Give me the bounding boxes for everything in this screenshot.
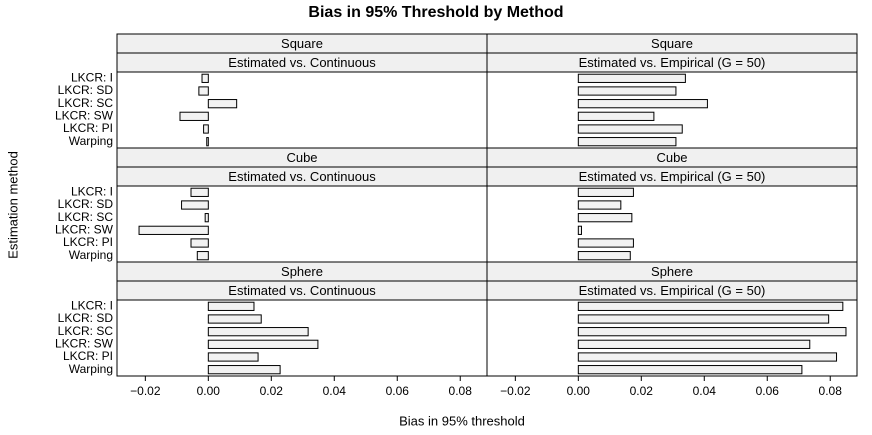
bar <box>577 314 830 324</box>
bar <box>190 238 209 248</box>
category-label: LKCR: SW <box>55 223 114 237</box>
strip-label: Sphere <box>281 264 323 279</box>
bar <box>577 225 582 235</box>
category-label: LKCR: SC <box>58 210 114 224</box>
bar <box>206 137 209 147</box>
x-tick-label: 0.04 <box>693 384 717 398</box>
bar <box>577 251 631 261</box>
bar <box>207 314 262 324</box>
category-label: Warping <box>69 134 113 148</box>
bar <box>577 73 686 83</box>
panel <box>116 299 488 377</box>
x-tick-label: −0.02 <box>500 384 531 398</box>
bar <box>577 327 847 337</box>
bar <box>577 365 803 375</box>
category-label: LKCR: SC <box>58 324 114 338</box>
panel <box>116 71 488 149</box>
y-axis-label: Estimation method <box>5 151 20 259</box>
category-label: LKCR: SD <box>58 197 114 211</box>
x-axis-label: Bias in 95% threshold <box>399 413 525 428</box>
bar <box>207 365 281 375</box>
bar <box>577 301 844 311</box>
x-tick-label: 0.04 <box>323 384 347 398</box>
strip-label: Estimated vs. Continuous <box>228 283 376 298</box>
x-tick-label: 0.06 <box>756 384 780 398</box>
x-tick-label: 0.06 <box>386 384 410 398</box>
bar <box>138 225 209 235</box>
bar <box>577 238 634 248</box>
category-label: LKCR: PI <box>63 121 113 135</box>
bar <box>577 339 811 349</box>
bar <box>179 111 209 121</box>
x-tick-label: 0.02 <box>260 384 284 398</box>
bar <box>201 73 209 83</box>
bar <box>207 339 319 349</box>
strip-label: Estimated vs. Continuous <box>228 55 376 70</box>
bar <box>207 352 259 362</box>
category-label: LKCR: PI <box>63 235 113 249</box>
category-label: Warping <box>69 362 113 376</box>
strip-label: Sphere <box>651 264 693 279</box>
category-label: LKCR: SC <box>58 96 114 110</box>
category-label: LKCR: I <box>71 299 113 313</box>
chart-title: Bias in 95% Threshold by Method <box>308 4 563 21</box>
category-label: LKCR: PI <box>63 349 113 363</box>
strip-label: Estimated vs. Continuous <box>228 169 376 184</box>
category-label: LKCR: I <box>71 185 113 199</box>
category-label: LKCR: SW <box>55 337 114 351</box>
x-tick-label: 0.00 <box>197 384 221 398</box>
panel <box>486 71 858 149</box>
category-label: LKCR: SD <box>58 83 114 97</box>
x-tick-label: 0.08 <box>449 384 473 398</box>
strip-label: Estimated vs. Empirical (G = 50) <box>579 283 766 298</box>
strip-label: Square <box>281 36 323 51</box>
bar <box>577 111 655 121</box>
bar <box>190 187 209 197</box>
panel <box>486 185 858 263</box>
bar <box>577 99 708 109</box>
strip-label: Estimated vs. Empirical (G = 50) <box>579 55 766 70</box>
panel <box>486 299 858 377</box>
panel <box>116 185 488 263</box>
bar <box>207 327 309 337</box>
bar <box>203 124 209 134</box>
strip-label: Cube <box>656 150 687 165</box>
strip-label: Cube <box>286 150 317 165</box>
bar <box>196 251 209 261</box>
bar <box>204 213 209 223</box>
bar <box>577 137 677 147</box>
x-tick-label: −0.02 <box>130 384 161 398</box>
bar <box>577 187 634 197</box>
bar <box>207 301 255 311</box>
x-tick-label: 0.02 <box>630 384 654 398</box>
strip-label: Estimated vs. Empirical (G = 50) <box>579 169 766 184</box>
category-label: LKCR: SD <box>58 311 114 325</box>
bar <box>207 99 238 109</box>
category-label: LKCR: SW <box>55 109 114 123</box>
strip-label: Square <box>651 36 693 51</box>
bar <box>577 200 622 210</box>
bar <box>198 86 209 96</box>
bar <box>577 352 838 362</box>
category-label: Warping <box>69 248 113 262</box>
bar <box>181 200 209 210</box>
bar <box>577 86 677 96</box>
category-label: LKCR: I <box>71 71 113 85</box>
bar <box>577 213 633 223</box>
x-tick-label: 0.08 <box>819 384 843 398</box>
x-tick-label: 0.00 <box>567 384 591 398</box>
bar <box>577 124 683 134</box>
